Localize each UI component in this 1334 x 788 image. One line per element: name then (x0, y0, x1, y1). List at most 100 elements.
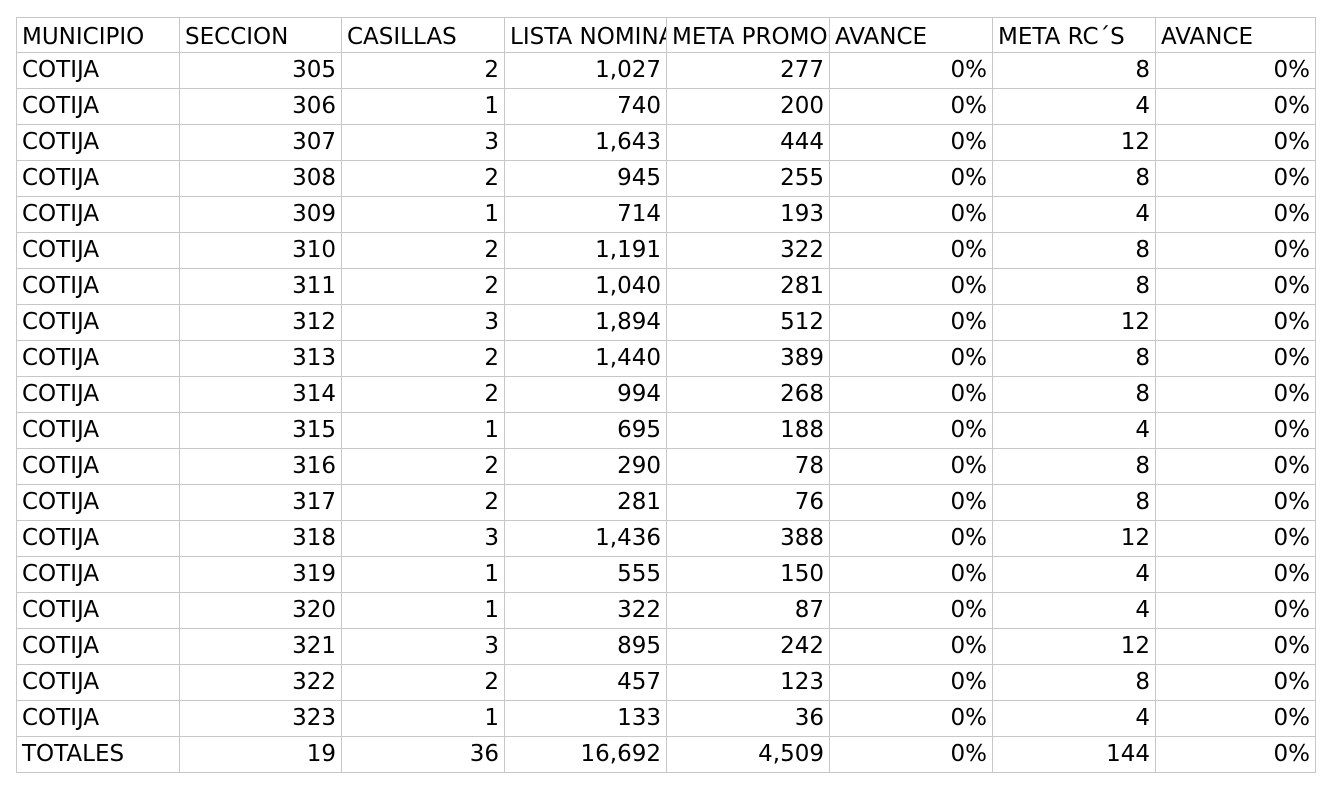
cell-lista-nominal[interactable]: 133 (504, 700, 667, 737)
cell-meta-promocion[interactable]: 123 (666, 664, 830, 701)
cell-lista-nominal[interactable]: 457 (504, 664, 667, 701)
cell-meta-promocion[interactable]: 389 (666, 340, 830, 377)
cell-meta-rcs[interactable]: 4 (992, 592, 1156, 629)
cell-meta-promocion[interactable]: 87 (666, 592, 830, 629)
cell-avance-rcs[interactable]: 0% (1155, 160, 1316, 197)
cell-seccion[interactable]: 316 (179, 448, 342, 485)
header-avance-rcs[interactable]: AVANCE (1155, 17, 1316, 53)
cell-meta-rcs[interactable]: 12 (992, 124, 1156, 161)
cell-seccion[interactable]: 307 (179, 124, 342, 161)
cell-avance[interactable]: 0% (829, 556, 993, 593)
cell-avance-rcs[interactable]: 0% (1155, 304, 1316, 341)
cell-casillas[interactable]: 2 (341, 664, 505, 701)
cell-meta-promocion[interactable]: 268 (666, 376, 830, 413)
cell-seccion[interactable]: 320 (179, 592, 342, 629)
cell-lista-nominal[interactable]: 1,643 (504, 124, 667, 161)
cell-meta-promocion[interactable]: 277 (666, 52, 830, 89)
cell-avance[interactable]: 0% (829, 52, 993, 89)
cell-casillas[interactable]: 2 (341, 340, 505, 377)
cell-meta-rcs[interactable]: 12 (992, 520, 1156, 557)
totals-avance[interactable]: 0% (829, 736, 993, 773)
cell-meta-promocion[interactable]: 150 (666, 556, 830, 593)
cell-avance-rcs[interactable]: 0% (1155, 340, 1316, 377)
cell-lista-nominal[interactable]: 281 (504, 484, 667, 521)
cell-lista-nominal[interactable]: 1,894 (504, 304, 667, 341)
cell-meta-rcs[interactable]: 8 (992, 268, 1156, 305)
cell-avance[interactable]: 0% (829, 340, 993, 377)
cell-lista-nominal[interactable]: 895 (504, 628, 667, 665)
cell-casillas[interactable]: 2 (341, 484, 505, 521)
cell-casillas[interactable]: 1 (341, 592, 505, 629)
cell-avance-rcs[interactable]: 0% (1155, 52, 1316, 89)
cell-municipio[interactable]: COTIJA (16, 448, 180, 485)
cell-avance[interactable]: 0% (829, 232, 993, 269)
cell-seccion[interactable]: 309 (179, 196, 342, 233)
cell-casillas[interactable]: 2 (341, 52, 505, 89)
cell-lista-nominal[interactable]: 322 (504, 592, 667, 629)
cell-municipio[interactable]: COTIJA (16, 700, 180, 737)
cell-meta-promocion[interactable]: 188 (666, 412, 830, 449)
cell-meta-rcs[interactable]: 8 (992, 52, 1156, 89)
cell-lista-nominal[interactable]: 290 (504, 448, 667, 485)
cell-meta-rcs[interactable]: 8 (992, 484, 1156, 521)
cell-avance[interactable]: 0% (829, 88, 993, 125)
cell-meta-rcs[interactable]: 4 (992, 88, 1156, 125)
cell-meta-promocion[interactable]: 444 (666, 124, 830, 161)
cell-municipio[interactable]: COTIJA (16, 268, 180, 305)
cell-municipio[interactable]: COTIJA (16, 160, 180, 197)
cell-avance-rcs[interactable]: 0% (1155, 88, 1316, 125)
cell-casillas[interactable]: 1 (341, 700, 505, 737)
cell-meta-rcs[interactable]: 8 (992, 232, 1156, 269)
cell-avance-rcs[interactable]: 0% (1155, 376, 1316, 413)
cell-lista-nominal[interactable]: 714 (504, 196, 667, 233)
cell-lista-nominal[interactable]: 994 (504, 376, 667, 413)
cell-municipio[interactable]: COTIJA (16, 484, 180, 521)
cell-meta-promocion[interactable]: 36 (666, 700, 830, 737)
cell-municipio[interactable]: COTIJA (16, 124, 180, 161)
cell-seccion[interactable]: 314 (179, 376, 342, 413)
header-municipio[interactable]: MUNICIPIO (16, 17, 180, 53)
totals-avance-rcs[interactable]: 0% (1155, 736, 1316, 773)
cell-casillas[interactable]: 3 (341, 520, 505, 557)
cell-lista-nominal[interactable]: 945 (504, 160, 667, 197)
cell-seccion[interactable]: 323 (179, 700, 342, 737)
cell-meta-rcs[interactable]: 8 (992, 448, 1156, 485)
totals-meta-rcs[interactable]: 144 (992, 736, 1156, 773)
cell-meta-promocion[interactable]: 512 (666, 304, 830, 341)
cell-seccion[interactable]: 313 (179, 340, 342, 377)
cell-municipio[interactable]: COTIJA (16, 376, 180, 413)
cell-seccion[interactable]: 321 (179, 628, 342, 665)
cell-casillas[interactable]: 1 (341, 196, 505, 233)
cell-casillas[interactable]: 1 (341, 556, 505, 593)
cell-meta-rcs[interactable]: 4 (992, 196, 1156, 233)
totals-casillas[interactable]: 36 (341, 736, 505, 773)
cell-avance[interactable]: 0% (829, 304, 993, 341)
cell-seccion[interactable]: 315 (179, 412, 342, 449)
cell-meta-rcs[interactable]: 12 (992, 304, 1156, 341)
cell-casillas[interactable]: 2 (341, 448, 505, 485)
cell-avance-rcs[interactable]: 0% (1155, 124, 1316, 161)
cell-avance[interactable]: 0% (829, 664, 993, 701)
cell-municipio[interactable]: COTIJA (16, 664, 180, 701)
cell-avance-rcs[interactable]: 0% (1155, 412, 1316, 449)
cell-avance-rcs[interactable]: 0% (1155, 196, 1316, 233)
cell-seccion[interactable]: 305 (179, 52, 342, 89)
cell-casillas[interactable]: 3 (341, 304, 505, 341)
cell-seccion[interactable]: 319 (179, 556, 342, 593)
cell-casillas[interactable]: 3 (341, 628, 505, 665)
totals-lista-nominal[interactable]: 16,692 (504, 736, 667, 773)
cell-lista-nominal[interactable]: 1,027 (504, 52, 667, 89)
cell-avance-rcs[interactable]: 0% (1155, 664, 1316, 701)
cell-municipio[interactable]: COTIJA (16, 556, 180, 593)
cell-lista-nominal[interactable]: 1,436 (504, 520, 667, 557)
cell-municipio[interactable]: COTIJA (16, 196, 180, 233)
cell-municipio[interactable]: COTIJA (16, 628, 180, 665)
cell-seccion[interactable]: 311 (179, 268, 342, 305)
totals-meta-promocion[interactable]: 4,509 (666, 736, 830, 773)
cell-seccion[interactable]: 312 (179, 304, 342, 341)
totals-seccion[interactable]: 19 (179, 736, 342, 773)
cell-casillas[interactable]: 1 (341, 88, 505, 125)
cell-avance[interactable]: 0% (829, 268, 993, 305)
cell-seccion[interactable]: 322 (179, 664, 342, 701)
cell-meta-promocion[interactable]: 193 (666, 196, 830, 233)
